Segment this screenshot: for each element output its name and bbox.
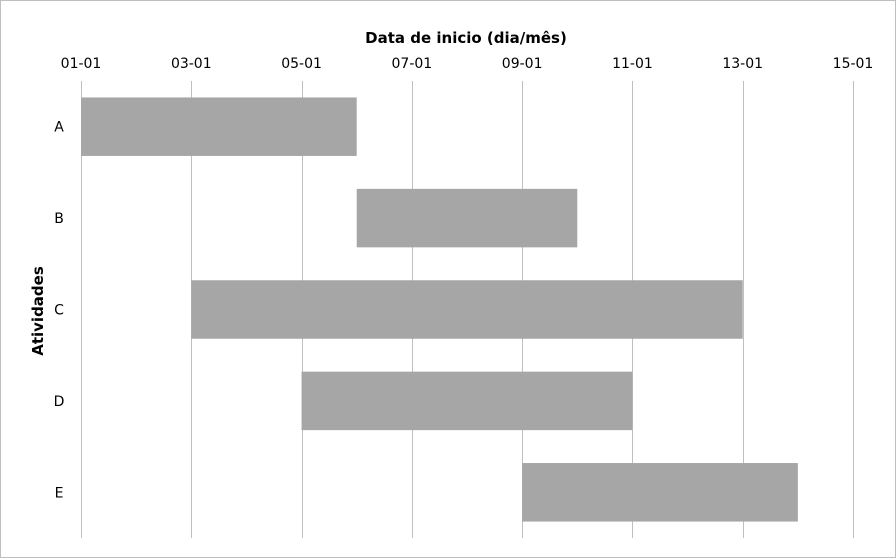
x-tick-label: 07-01 [392,56,433,72]
category-label-A: A [54,120,64,136]
bar-B [356,188,578,248]
x-tick-labels: 01-01 03-01 05-01 07-01 09-01 11-01 13-01 15-01 [61,56,874,72]
x-tick-label: 15-01 [833,56,874,72]
bar-D [301,371,633,431]
category-label-B: B [54,211,64,227]
x-axis-title: Data de inicio (dia/mês) [365,29,567,47]
category-label-D: D [54,394,65,410]
x-tick-label: 01-01 [61,56,102,72]
y-axis-title: Atividades [29,266,47,356]
bar-E [522,463,798,522]
x-tick-label: 11-01 [612,56,653,72]
bar-C [191,280,743,339]
bar-A [81,97,357,156]
x-tick-label: 09-01 [502,56,543,72]
x-tick-label: 03-01 [171,56,212,72]
x-tick-label: 13-01 [722,56,763,72]
category-labels: A B C D E [54,120,65,502]
task-bars [81,97,798,522]
x-tick-label: 05-01 [281,56,322,72]
category-label-C: C [54,303,64,319]
category-label-E: E [55,485,64,501]
